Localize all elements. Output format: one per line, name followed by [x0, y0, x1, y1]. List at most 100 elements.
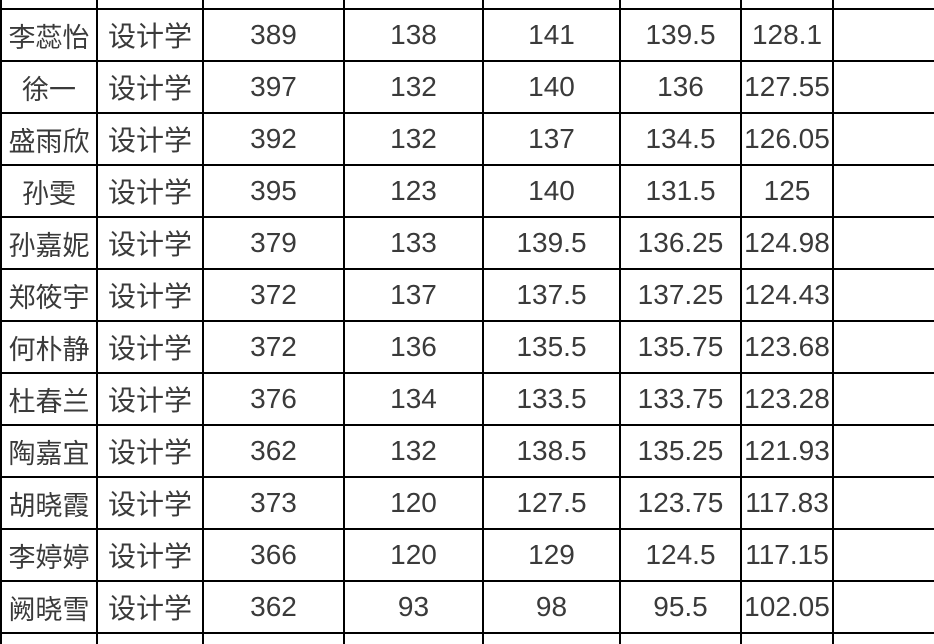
cell-major[interactable]: 设计学: [96, 424, 204, 478]
cell-score-a[interactable]: 132: [343, 112, 484, 166]
cell-empty[interactable]: [832, 112, 934, 166]
cell-major[interactable]: 设计学: [96, 476, 204, 530]
cell-score-a[interactable]: 136: [343, 320, 484, 374]
table-cell-empty[interactable]: [0, 0, 98, 10]
cell-empty[interactable]: [832, 320, 934, 374]
cell-empty[interactable]: [832, 268, 934, 322]
cell-total-score[interactable]: 379: [202, 216, 345, 270]
table-cell-empty[interactable]: [343, 632, 484, 644]
cell-total-score[interactable]: 373: [202, 476, 345, 530]
cell-score-b[interactable]: 137.5: [482, 268, 621, 322]
table-cell-empty[interactable]: [740, 632, 834, 644]
table-cell-empty[interactable]: [202, 632, 345, 644]
cell-total-score[interactable]: 389: [202, 8, 345, 62]
cell-score-a[interactable]: 134: [343, 372, 484, 426]
cell-score-a[interactable]: 120: [343, 528, 484, 582]
cell-score-b[interactable]: 139.5: [482, 216, 621, 270]
cell-score-c[interactable]: 137.25: [619, 268, 742, 322]
cell-empty[interactable]: [832, 528, 934, 582]
cell-score-a[interactable]: 123: [343, 164, 484, 218]
cell-major[interactable]: 设计学: [96, 60, 204, 114]
cell-major[interactable]: 设计学: [96, 8, 204, 62]
cell-score-c[interactable]: 139.5: [619, 8, 742, 62]
cell-student-name[interactable]: 胡晓霞: [0, 476, 98, 530]
cell-score-b[interactable]: 140: [482, 60, 621, 114]
cell-score-a[interactable]: 138: [343, 8, 484, 62]
cell-student-name[interactable]: 杜春兰: [0, 372, 98, 426]
cell-score-a[interactable]: 137: [343, 268, 484, 322]
cell-total-score[interactable]: 372: [202, 320, 345, 374]
cell-student-name[interactable]: 陶嘉宜: [0, 424, 98, 478]
cell-weighted-score[interactable]: 126.05: [740, 112, 834, 166]
cell-weighted-score[interactable]: 117.83: [740, 476, 834, 530]
cell-student-name[interactable]: 孙嘉妮: [0, 216, 98, 270]
cell-score-c[interactable]: 95.5: [619, 580, 742, 634]
cell-score-a[interactable]: 93: [343, 580, 484, 634]
table-cell-empty[interactable]: [96, 0, 204, 10]
cell-empty[interactable]: [832, 476, 934, 530]
cell-score-b[interactable]: 138.5: [482, 424, 621, 478]
cell-score-c[interactable]: 123.75: [619, 476, 742, 530]
table-cell-empty[interactable]: [619, 632, 742, 644]
table-cell-empty[interactable]: [832, 0, 934, 10]
cell-major[interactable]: 设计学: [96, 112, 204, 166]
cell-score-c[interactable]: 134.5: [619, 112, 742, 166]
cell-empty[interactable]: [832, 372, 934, 426]
table-cell-empty[interactable]: [619, 0, 742, 10]
table-cell-empty[interactable]: [96, 632, 204, 644]
cell-major[interactable]: 设计学: [96, 216, 204, 270]
cell-score-b[interactable]: 135.5: [482, 320, 621, 374]
cell-student-name[interactable]: 何朴静: [0, 320, 98, 374]
table-cell-empty[interactable]: [0, 632, 98, 644]
cell-major[interactable]: 设计学: [96, 580, 204, 634]
cell-weighted-score[interactable]: 128.1: [740, 8, 834, 62]
cell-total-score[interactable]: 397: [202, 60, 345, 114]
cell-score-c[interactable]: 135.25: [619, 424, 742, 478]
cell-score-c[interactable]: 124.5: [619, 528, 742, 582]
cell-weighted-score[interactable]: 124.98: [740, 216, 834, 270]
cell-score-b[interactable]: 129: [482, 528, 621, 582]
cell-weighted-score[interactable]: 117.15: [740, 528, 834, 582]
cell-weighted-score[interactable]: 123.68: [740, 320, 834, 374]
cell-score-c[interactable]: 131.5: [619, 164, 742, 218]
table-cell-empty[interactable]: [740, 0, 834, 10]
cell-total-score[interactable]: 372: [202, 268, 345, 322]
cell-weighted-score[interactable]: 102.05: [740, 580, 834, 634]
cell-student-name[interactable]: 徐一: [0, 60, 98, 114]
cell-total-score[interactable]: 376: [202, 372, 345, 426]
cell-major[interactable]: 设计学: [96, 164, 204, 218]
cell-empty[interactable]: [832, 424, 934, 478]
cell-score-a[interactable]: 133: [343, 216, 484, 270]
cell-student-name[interactable]: 李婷婷: [0, 528, 98, 582]
cell-empty[interactable]: [832, 580, 934, 634]
cell-student-name[interactable]: 阙晓雪: [0, 580, 98, 634]
cell-total-score[interactable]: 366: [202, 528, 345, 582]
cell-empty[interactable]: [832, 8, 934, 62]
cell-empty[interactable]: [832, 164, 934, 218]
table-cell-empty[interactable]: [482, 632, 621, 644]
cell-major[interactable]: 设计学: [96, 320, 204, 374]
cell-major[interactable]: 设计学: [96, 268, 204, 322]
cell-weighted-score[interactable]: 121.93: [740, 424, 834, 478]
cell-student-name[interactable]: 孙雯: [0, 164, 98, 218]
cell-major[interactable]: 设计学: [96, 372, 204, 426]
cell-score-b[interactable]: 137: [482, 112, 621, 166]
cell-score-a[interactable]: 132: [343, 60, 484, 114]
cell-score-b[interactable]: 98: [482, 580, 621, 634]
cell-weighted-score[interactable]: 127.55: [740, 60, 834, 114]
cell-student-name[interactable]: 李蕊怡: [0, 8, 98, 62]
cell-total-score[interactable]: 395: [202, 164, 345, 218]
cell-score-c[interactable]: 133.75: [619, 372, 742, 426]
cell-weighted-score[interactable]: 123.28: [740, 372, 834, 426]
cell-score-c[interactable]: 136: [619, 60, 742, 114]
cell-score-b[interactable]: 127.5: [482, 476, 621, 530]
cell-major[interactable]: 设计学: [96, 528, 204, 582]
cell-total-score[interactable]: 392: [202, 112, 345, 166]
cell-score-b[interactable]: 140: [482, 164, 621, 218]
cell-score-c[interactable]: 136.25: [619, 216, 742, 270]
cell-student-name[interactable]: 郑筱宇: [0, 268, 98, 322]
cell-empty[interactable]: [832, 60, 934, 114]
cell-score-a[interactable]: 132: [343, 424, 484, 478]
cell-total-score[interactable]: 362: [202, 580, 345, 634]
cell-score-b[interactable]: 133.5: [482, 372, 621, 426]
